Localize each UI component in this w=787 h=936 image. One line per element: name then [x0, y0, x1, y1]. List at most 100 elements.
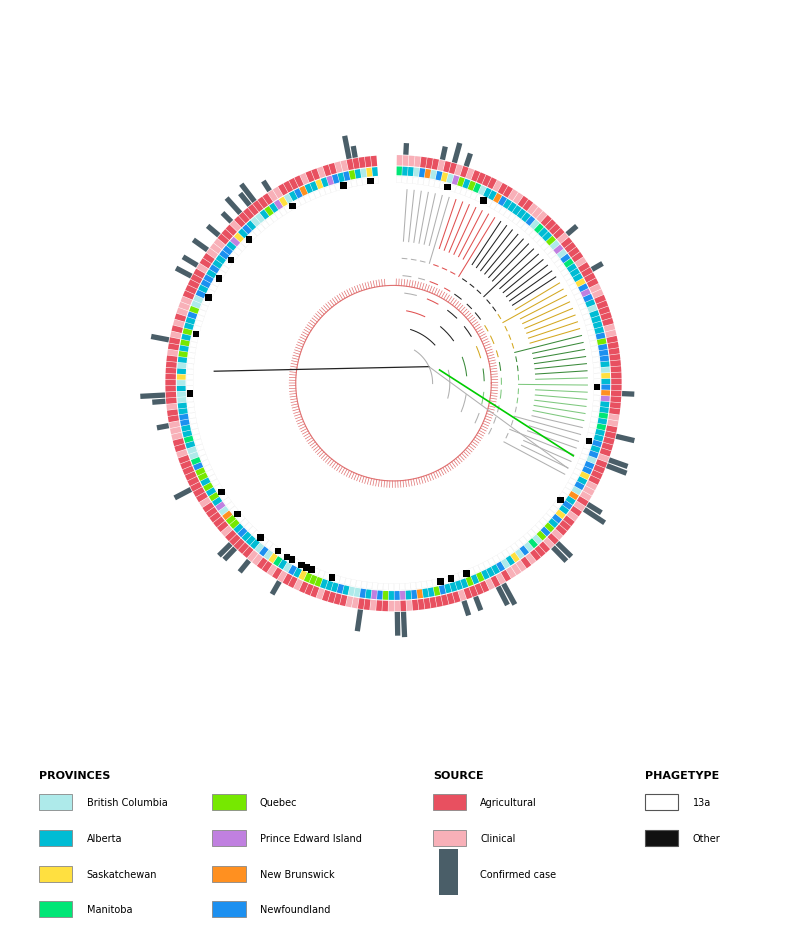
Wedge shape — [166, 356, 177, 362]
Wedge shape — [481, 570, 490, 580]
Wedge shape — [179, 346, 189, 353]
Wedge shape — [177, 374, 186, 380]
Wedge shape — [328, 592, 336, 604]
Wedge shape — [190, 418, 197, 425]
Wedge shape — [283, 182, 294, 194]
Wedge shape — [227, 256, 235, 265]
Wedge shape — [187, 397, 194, 402]
Wedge shape — [184, 436, 194, 444]
Wedge shape — [217, 489, 225, 496]
Wedge shape — [560, 492, 567, 500]
Wedge shape — [170, 427, 181, 435]
Wedge shape — [293, 559, 301, 567]
Wedge shape — [611, 385, 622, 391]
Wedge shape — [289, 192, 297, 202]
Wedge shape — [421, 581, 427, 589]
Wedge shape — [429, 181, 434, 187]
Wedge shape — [593, 435, 604, 442]
Wedge shape — [217, 234, 229, 245]
Wedge shape — [230, 221, 241, 232]
Wedge shape — [194, 434, 201, 441]
Wedge shape — [571, 487, 582, 495]
Wedge shape — [194, 440, 202, 446]
Wedge shape — [609, 408, 620, 416]
Wedge shape — [589, 475, 600, 486]
Wedge shape — [260, 211, 269, 220]
Wedge shape — [448, 575, 454, 583]
Polygon shape — [246, 237, 253, 243]
Wedge shape — [238, 229, 248, 239]
Wedge shape — [201, 305, 209, 312]
Wedge shape — [188, 280, 200, 289]
Wedge shape — [488, 558, 495, 566]
Polygon shape — [367, 179, 374, 185]
Wedge shape — [480, 197, 487, 205]
Wedge shape — [327, 176, 334, 186]
Wedge shape — [548, 252, 556, 259]
Wedge shape — [243, 209, 254, 220]
Wedge shape — [438, 161, 445, 172]
Wedge shape — [606, 426, 617, 433]
Wedge shape — [272, 568, 283, 579]
Wedge shape — [493, 181, 502, 193]
Wedge shape — [563, 259, 574, 269]
Wedge shape — [187, 364, 194, 370]
Wedge shape — [506, 547, 514, 555]
Wedge shape — [430, 597, 437, 608]
Wedge shape — [566, 279, 575, 286]
Wedge shape — [165, 381, 176, 387]
Wedge shape — [408, 156, 415, 168]
Wedge shape — [490, 576, 501, 588]
Wedge shape — [537, 239, 545, 247]
Wedge shape — [185, 472, 197, 481]
Wedge shape — [221, 526, 232, 537]
Wedge shape — [187, 387, 193, 391]
Wedge shape — [230, 506, 238, 515]
Wedge shape — [601, 373, 610, 379]
Wedge shape — [503, 186, 513, 198]
Wedge shape — [397, 156, 402, 167]
Wedge shape — [289, 179, 298, 191]
Wedge shape — [608, 348, 619, 356]
Wedge shape — [205, 295, 212, 302]
Wedge shape — [508, 190, 518, 201]
Wedge shape — [177, 387, 186, 392]
Wedge shape — [445, 183, 451, 192]
Wedge shape — [576, 299, 584, 306]
Wedge shape — [518, 197, 528, 209]
Wedge shape — [215, 275, 223, 283]
Wedge shape — [435, 171, 442, 182]
Wedge shape — [304, 573, 312, 583]
Wedge shape — [600, 313, 612, 321]
Wedge shape — [284, 195, 293, 205]
Wedge shape — [268, 191, 278, 202]
Wedge shape — [583, 444, 591, 450]
Wedge shape — [470, 193, 477, 200]
Wedge shape — [198, 285, 209, 294]
Wedge shape — [401, 601, 406, 611]
Wedge shape — [552, 530, 563, 540]
Wedge shape — [203, 254, 215, 264]
Wedge shape — [541, 216, 552, 227]
Wedge shape — [449, 185, 456, 193]
Wedge shape — [578, 284, 589, 293]
Wedge shape — [224, 498, 231, 505]
Wedge shape — [531, 526, 540, 534]
Wedge shape — [591, 471, 603, 480]
Wedge shape — [177, 398, 187, 403]
Wedge shape — [515, 549, 524, 560]
Wedge shape — [299, 582, 309, 593]
Wedge shape — [601, 443, 613, 451]
Wedge shape — [178, 403, 187, 409]
Wedge shape — [314, 191, 321, 199]
Wedge shape — [600, 356, 609, 362]
Wedge shape — [600, 396, 610, 402]
Wedge shape — [593, 369, 600, 373]
Wedge shape — [508, 214, 515, 222]
Wedge shape — [345, 182, 352, 189]
Wedge shape — [165, 374, 176, 380]
Wedge shape — [170, 332, 182, 340]
Wedge shape — [423, 589, 429, 598]
Wedge shape — [488, 191, 497, 201]
Wedge shape — [202, 503, 214, 513]
